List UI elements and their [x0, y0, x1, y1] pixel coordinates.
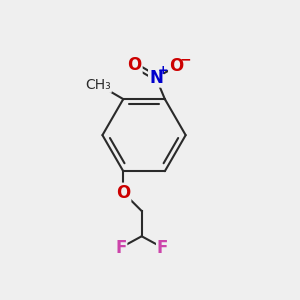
Text: N: N [149, 69, 163, 87]
Text: O: O [169, 57, 183, 75]
Text: +: + [158, 64, 168, 77]
Text: O: O [116, 184, 130, 202]
Text: F: F [157, 238, 168, 256]
Text: −: − [180, 52, 191, 66]
Text: O: O [128, 56, 142, 74]
Text: F: F [115, 238, 127, 256]
Text: CH₃: CH₃ [85, 78, 111, 92]
